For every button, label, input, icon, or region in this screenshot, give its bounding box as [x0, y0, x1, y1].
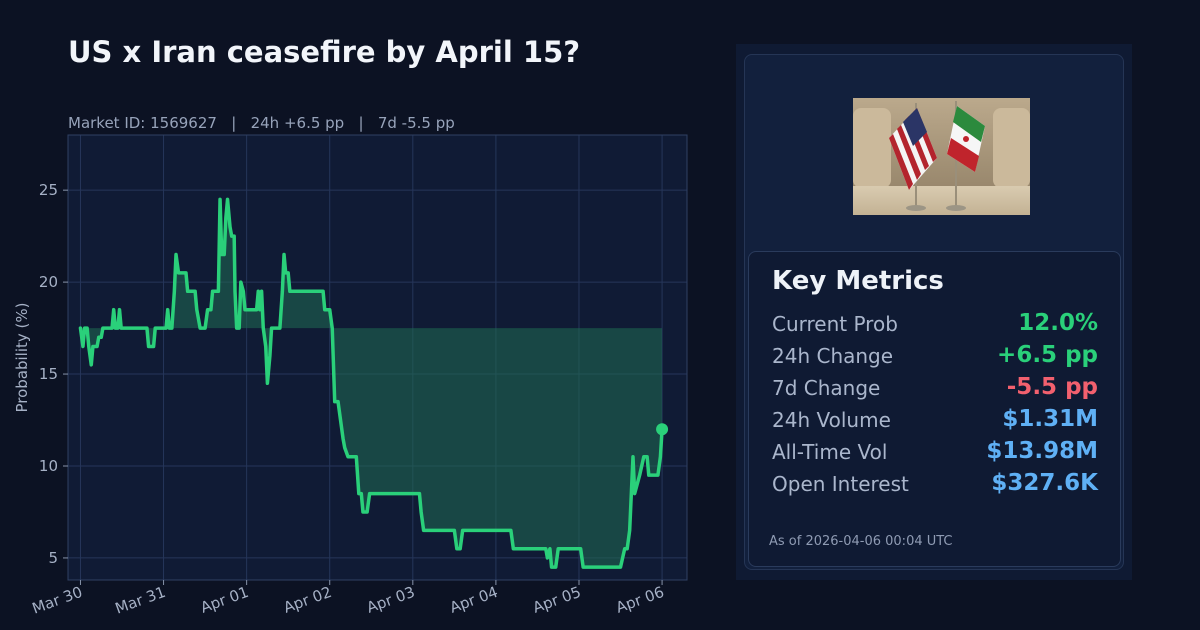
- metric-value: $327.6K: [991, 470, 1098, 496]
- y-tick-label: 20: [39, 273, 58, 291]
- key-metrics-title: Key Metrics: [772, 266, 944, 296]
- y-tick-label: 5: [48, 549, 58, 567]
- metric-value: -5.5 pp: [1006, 374, 1098, 400]
- metric-row-24h-change: 24h Change +6.5 pp: [772, 342, 1098, 372]
- metric-row-open-interest: Open Interest $327.6K: [772, 470, 1098, 500]
- x-tick-label: Apr 05: [530, 583, 583, 617]
- y-axis-label: Probability (%): [13, 302, 31, 412]
- y-tick-label: 15: [39, 365, 58, 383]
- metric-value: $13.98M: [986, 438, 1098, 464]
- metric-value: $1.31M: [1002, 406, 1098, 432]
- metric-row-24h-volume: 24h Volume $1.31M: [772, 406, 1098, 436]
- market-card: Key Metrics Current Prob 12.0% 24h Chang…: [744, 54, 1124, 570]
- as-of-timestamp: As of 2026-04-06 00:04 UTC: [769, 534, 953, 549]
- x-tick-label: Apr 06: [613, 583, 666, 617]
- metric-label: Current Prob: [772, 312, 898, 336]
- plot-frame: [67, 134, 688, 581]
- probability-chart: 5 10 15 20 25 Mar 30 Mar 31 Apr 01 Apr 02 Apr 03 A…: [13, 134, 688, 618]
- page-title: US x Iran ceasefire by April 15?: [68, 35, 581, 69]
- probability-line: [78, 197, 664, 569]
- x-tick-label: Mar 30: [30, 583, 85, 618]
- key-metrics-card: Key Metrics Current Prob 12.0% 24h Chang…: [748, 251, 1121, 567]
- metric-label: 24h Volume: [772, 408, 891, 432]
- metric-row-all-time-vol: All-Time Vol $13.98M: [772, 438, 1098, 468]
- x-tick-label: Apr 01: [198, 583, 251, 617]
- metric-label: 24h Change: [772, 344, 894, 368]
- y-tick-label: 25: [39, 181, 58, 199]
- metric-value: 12.0%: [1018, 310, 1098, 336]
- metric-row-7d-change: 7d Change -5.5 pp: [772, 374, 1098, 404]
- current-point-marker: [656, 423, 669, 436]
- market-subtitle: Market ID: 1569627 | 24h +6.5 pp | 7d -5…: [68, 114, 455, 132]
- us-iran-flags-photo: [853, 98, 1030, 215]
- market-side-panel: Key Metrics Current Prob 12.0% 24h Chang…: [736, 44, 1132, 580]
- metric-value: +6.5 pp: [997, 342, 1098, 368]
- x-tick-label: Apr 04: [447, 583, 500, 617]
- metric-label: All-Time Vol: [772, 440, 888, 464]
- metric-label: Open Interest: [772, 472, 909, 496]
- x-tick-label: Apr 03: [364, 583, 417, 617]
- area-fill: [80, 199, 663, 568]
- x-tick-label: Apr 02: [281, 583, 334, 617]
- y-tick-label: 10: [39, 457, 58, 475]
- metric-row-current-prob: Current Prob 12.0%: [772, 310, 1098, 340]
- metric-label: 7d Change: [772, 376, 881, 400]
- x-tick-label: Mar 31: [113, 583, 168, 618]
